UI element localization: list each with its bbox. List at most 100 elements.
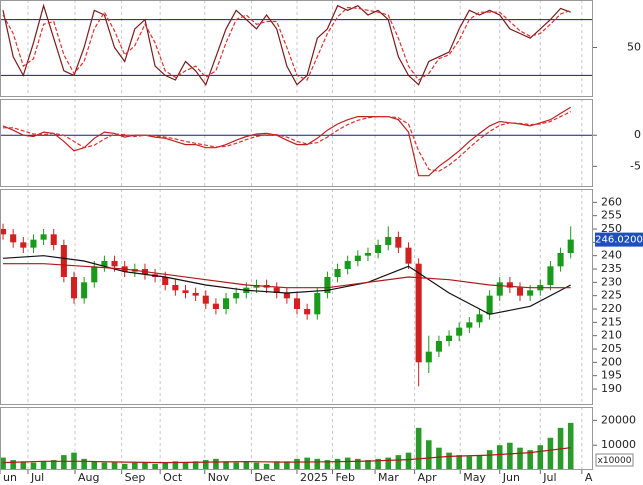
volume-bar (30, 462, 37, 470)
candle-body (60, 245, 67, 277)
volume-bar (81, 458, 87, 470)
y-tick-label: -5 (630, 159, 641, 172)
panel-frame (0, 189, 593, 405)
y-tick-label: 240 (601, 249, 622, 262)
x-tick-label: Dec (254, 471, 275, 484)
candle-body (456, 327, 463, 336)
volume-bar (344, 457, 351, 470)
volume-bar (436, 447, 442, 470)
moving-average (2, 255, 571, 315)
unit-label: x10000 (598, 456, 632, 466)
volume-bar (243, 461, 250, 470)
volume-bar (121, 463, 128, 470)
x-tick-label: Feb (335, 471, 354, 484)
series-line (3, 111, 571, 172)
candle-body (304, 309, 311, 315)
y-tick-label: 260 (601, 195, 622, 208)
y-tick-label: 10000 (601, 438, 636, 451)
volume-bar (324, 460, 331, 470)
moving-average (3, 263, 571, 289)
panel (0, 0, 593, 97)
volume-bar (334, 458, 341, 470)
candle-body (111, 261, 118, 267)
volume-bar (20, 461, 27, 470)
candle-body (314, 293, 321, 315)
volume-bar (507, 442, 513, 470)
candle-body (0, 229, 7, 235)
volume-bar (567, 422, 574, 470)
candle-body (415, 263, 422, 363)
volume-bar (476, 455, 483, 470)
candle-body (223, 298, 230, 309)
candle-body (81, 282, 88, 299)
y-tick-label: 0 (634, 128, 641, 141)
volume-bar (405, 452, 412, 470)
volume-bar (192, 461, 199, 470)
volume-bar (294, 458, 300, 470)
x-tick-label: Nov (208, 471, 230, 484)
candle-body (516, 287, 524, 296)
volume-bar (517, 447, 523, 470)
volume-bar (223, 461, 229, 470)
volume-bar (415, 427, 422, 470)
candle-body (70, 277, 78, 299)
volume-bar (0, 457, 6, 470)
panel (0, 407, 583, 470)
candle-body (506, 282, 513, 288)
x-tick-label: A (585, 471, 593, 484)
x-tick-label: 2025 (300, 471, 328, 484)
series-line (2, 3, 571, 86)
candle-body (40, 234, 47, 240)
volume-bar (314, 458, 321, 470)
y-tick-label: 235 (601, 262, 622, 275)
candle-body (233, 293, 240, 299)
candle-body (293, 298, 301, 309)
volume-bar (213, 458, 219, 470)
candle-body (273, 287, 280, 293)
volume-bar (111, 462, 118, 470)
y-tick-label: 210 (601, 329, 622, 342)
y-tick-label: 190 (601, 382, 622, 395)
series-line (2, 6, 571, 81)
candle-body (476, 314, 483, 323)
candle-body (405, 247, 412, 264)
volume-bar (355, 458, 361, 470)
volume-bar (253, 462, 260, 470)
y-tick-label: 220 (601, 302, 622, 315)
candle-body (496, 282, 503, 296)
volume-bar (284, 461, 290, 470)
y-tick-label: 225 (601, 289, 622, 302)
y-tick-label: 205 (601, 342, 622, 355)
y-tick-label: 215 (601, 315, 622, 328)
volume-bar (132, 462, 138, 470)
volume-bar (91, 461, 98, 470)
volume-bar (537, 445, 544, 470)
x-tick-label: un (3, 471, 17, 484)
candle-body (101, 261, 108, 267)
candle-body (10, 234, 17, 243)
volume-ma (2, 447, 571, 464)
candle-body (20, 242, 27, 248)
volume-bar (395, 455, 402, 470)
volume-bar (162, 462, 169, 470)
y-tick-label: 195 (601, 369, 622, 382)
y-tick-label: 250 (601, 222, 622, 235)
volume-bar (365, 460, 371, 470)
volume-bar (40, 461, 47, 470)
volume-bar (50, 460, 57, 470)
candle-body (435, 341, 442, 352)
volume-bar (101, 462, 108, 470)
candle-body (172, 285, 179, 291)
y-tick-label: 20000 (601, 413, 636, 426)
candle-body (375, 245, 382, 253)
x-tick-label: Sep (125, 471, 146, 484)
candle-body (466, 322, 473, 328)
x-tick-label: Jun (502, 471, 520, 484)
volume-bar (202, 460, 209, 470)
candle-body (253, 285, 260, 288)
panel-frame (0, 0, 593, 97)
x-tick-label: Aug (78, 471, 99, 484)
candle-body (182, 290, 189, 293)
